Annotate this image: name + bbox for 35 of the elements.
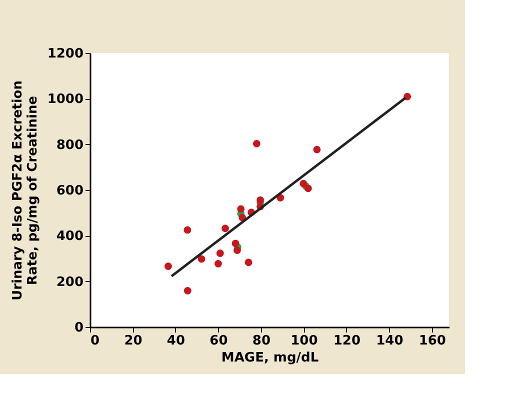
x-tick-label: 120 — [333, 334, 360, 348]
x-tick-label: 0 — [90, 334, 100, 348]
x-tick-label: 160 — [418, 334, 446, 348]
point — [313, 146, 321, 154]
x-tick-label: 80 — [252, 334, 270, 348]
point — [244, 258, 252, 266]
y-axis-title: Urinary 8-Iso PGF2α Excretion Rate, pg/mg of Creatinine — [10, 80, 40, 300]
y-tick-label: 1200 — [47, 46, 84, 62]
x-tick-label: 20 — [124, 334, 142, 348]
point — [164, 262, 172, 270]
point — [234, 246, 241, 254]
point — [184, 286, 192, 294]
x-tick-label: 60 — [210, 334, 228, 348]
point — [237, 205, 245, 213]
point — [184, 226, 192, 234]
point — [222, 224, 229, 232]
y-tick-label: 800 — [56, 138, 84, 153]
y-tick-label: 200 — [56, 274, 84, 290]
y-tick-label: 600 — [56, 184, 84, 198]
point — [216, 250, 224, 257]
point — [198, 255, 206, 263]
point — [252, 140, 260, 148]
point — [404, 92, 412, 100]
point — [214, 260, 222, 268]
point — [304, 184, 312, 192]
point — [300, 180, 308, 188]
x-tick-label: 40 — [166, 334, 186, 348]
point — [232, 240, 240, 248]
y-tick-label: 0 — [74, 320, 84, 336]
x-axis-title: MAGE, mg/dL — [221, 350, 319, 366]
y-tick-label: 1000 — [47, 92, 84, 108]
x-tick-label: 140 — [376, 334, 404, 348]
x-tick-label: 100 — [290, 334, 318, 348]
point — [256, 196, 264, 204]
y-tick-label: 400 — [56, 229, 84, 244]
